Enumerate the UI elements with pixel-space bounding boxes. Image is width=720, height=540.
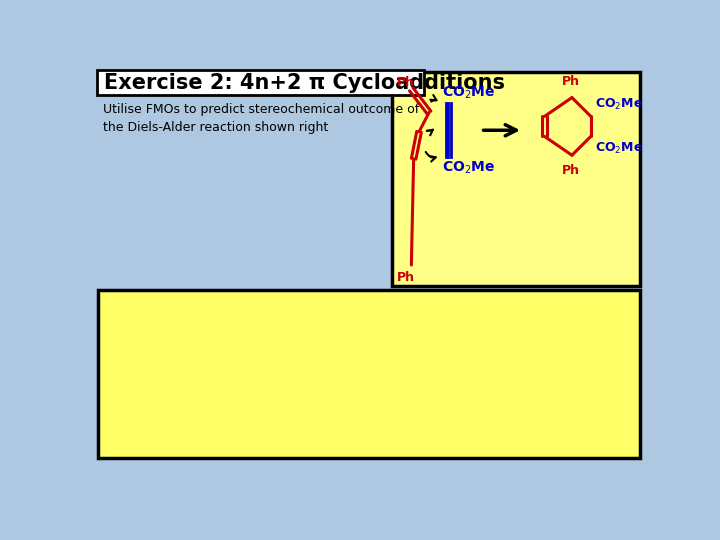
- Text: CO$_2$Me: CO$_2$Me: [442, 84, 495, 101]
- Text: Ph: Ph: [562, 76, 580, 89]
- FancyBboxPatch shape: [98, 289, 640, 457]
- Text: CO$_2$Me: CO$_2$Me: [595, 141, 643, 156]
- Text: Ph: Ph: [397, 76, 415, 89]
- Text: CO$_2$Me: CO$_2$Me: [442, 160, 495, 176]
- Text: Utilise FMOs to predict stereochemical outcome of
the Diels-Alder reaction shown: Utilise FMOs to predict stereochemical o…: [102, 103, 419, 134]
- Text: CO$_2$Me: CO$_2$Me: [595, 97, 643, 112]
- Text: Exercise 2: 4n+2 π Cycloadditions: Exercise 2: 4n+2 π Cycloadditions: [104, 72, 505, 92]
- Text: Ph: Ph: [397, 271, 415, 284]
- FancyBboxPatch shape: [392, 72, 640, 286]
- Text: Ph: Ph: [562, 165, 580, 178]
- FancyBboxPatch shape: [97, 70, 423, 95]
